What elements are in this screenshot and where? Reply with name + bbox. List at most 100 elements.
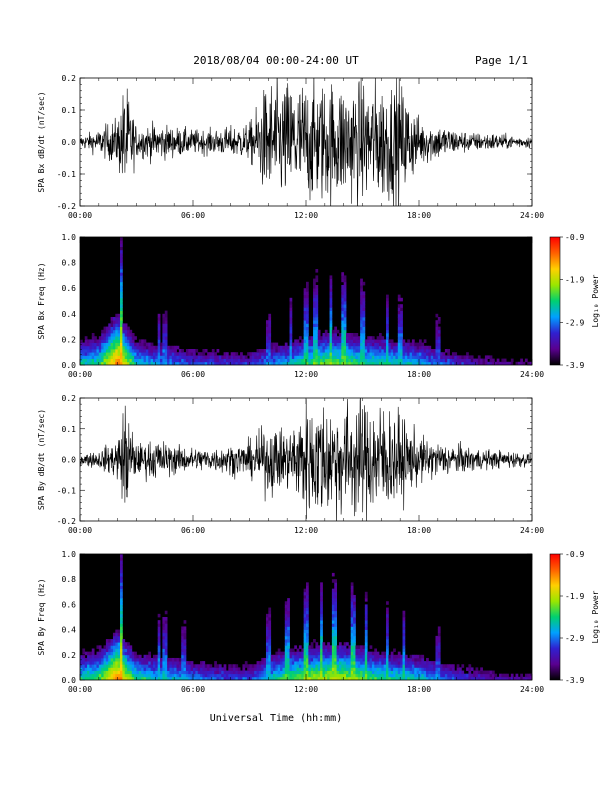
spectrogram-cell bbox=[334, 352, 337, 356]
spectrogram-cell bbox=[235, 676, 239, 680]
spectrogram-cell bbox=[341, 645, 345, 649]
spectrogram-cell bbox=[362, 297, 366, 302]
spectrogram-cell bbox=[162, 667, 166, 671]
spectrogram-cell bbox=[101, 345, 104, 350]
spectrogram-cell bbox=[152, 664, 156, 668]
spectrogram-cell bbox=[334, 342, 337, 347]
spectrogram-cell bbox=[400, 313, 403, 318]
spectrogram-cell bbox=[360, 301, 363, 305]
spectrogram-cell bbox=[468, 358, 472, 363]
spectrogram-cell bbox=[440, 673, 443, 678]
spectrogram-cell bbox=[112, 349, 116, 353]
spectrogram-cell bbox=[360, 278, 363, 283]
spectrogram-cell bbox=[244, 676, 248, 680]
spectrogram-cell bbox=[447, 355, 450, 359]
spectrogram-cell bbox=[306, 301, 309, 305]
spectrogram-cell bbox=[348, 336, 352, 340]
spectrogram-cell bbox=[298, 342, 302, 347]
spectrogram-cell bbox=[289, 352, 293, 356]
spectrogram-cell bbox=[461, 673, 465, 678]
spectrogram-cell bbox=[353, 629, 356, 634]
spectrogram-cell bbox=[115, 667, 119, 671]
spectrogram-cell bbox=[341, 329, 345, 334]
spectrogram-cell bbox=[225, 676, 229, 680]
spectrogram-cell bbox=[334, 626, 337, 630]
x-tick-label: 12:00 bbox=[294, 370, 318, 379]
spectrogram-cell bbox=[240, 358, 243, 363]
spectrogram-cell bbox=[105, 645, 109, 649]
spectrogram-cell bbox=[162, 654, 166, 659]
spectrogram-cell bbox=[270, 345, 274, 350]
spectrogram-cell bbox=[350, 670, 354, 675]
spectrogram-cell bbox=[129, 664, 133, 668]
spectrogram-cell bbox=[294, 676, 297, 680]
spectrogram-cell bbox=[244, 358, 248, 363]
spectrogram-cell bbox=[195, 667, 199, 671]
spectrogram-cell bbox=[218, 673, 222, 678]
spectrogram-cell bbox=[407, 667, 410, 671]
spectrogram-cell bbox=[296, 349, 300, 353]
spectrogram-cell bbox=[503, 358, 507, 363]
spectrogram-cell bbox=[404, 358, 408, 363]
spectrogram-cell bbox=[308, 654, 312, 659]
spectrogram-cell bbox=[331, 645, 335, 649]
spectrogram-cell bbox=[310, 642, 314, 646]
spectrogram-cell bbox=[155, 657, 159, 662]
spectrogram-cell bbox=[360, 304, 363, 308]
spectrogram-cell bbox=[98, 339, 102, 343]
spectrogram-cell bbox=[105, 361, 109, 365]
spectrogram-cell bbox=[167, 352, 170, 356]
spectrogram-cell bbox=[103, 336, 107, 340]
spectrogram-cell bbox=[324, 673, 328, 678]
spectrogram-cell bbox=[466, 667, 469, 671]
spectrogram-cell bbox=[105, 651, 109, 656]
spectrogram-cell bbox=[82, 667, 86, 671]
spectrogram-cell bbox=[449, 664, 453, 668]
spectrogram-cell bbox=[108, 648, 111, 653]
spectrogram-cell bbox=[298, 358, 302, 363]
spectrogram-cell bbox=[176, 661, 180, 665]
spectrogram-cell bbox=[381, 654, 385, 659]
spectrogram-cell bbox=[221, 673, 224, 678]
spectrogram-cell bbox=[214, 667, 217, 671]
figure-title: 2018/08/04 00:00-24:00 UT bbox=[193, 54, 359, 67]
spectrogram-cell bbox=[367, 651, 370, 656]
spectrogram-cell bbox=[120, 307, 123, 311]
spectrogram-cell bbox=[235, 352, 239, 356]
spectrogram-cell bbox=[218, 670, 222, 675]
spectrogram-cell bbox=[360, 664, 363, 668]
spectrogram-cell bbox=[397, 358, 401, 363]
spectrogram-cell bbox=[275, 670, 279, 675]
spectrogram-cell bbox=[426, 667, 429, 671]
spectrogram-cell bbox=[289, 339, 293, 343]
spectrogram-cell bbox=[430, 352, 434, 356]
spectrogram-cell bbox=[141, 339, 144, 343]
spectrogram-cell bbox=[355, 667, 359, 671]
spectrogram-cell bbox=[386, 301, 389, 305]
spectrogram-cell bbox=[115, 339, 119, 343]
spectrogram-cell bbox=[108, 333, 111, 337]
y-tick-label: 0.6 bbox=[62, 284, 77, 293]
spectrogram-cell bbox=[287, 604, 290, 608]
spectrogram-cell bbox=[167, 667, 170, 671]
spectrogram-cell bbox=[397, 326, 401, 331]
spectrogram-cell bbox=[303, 632, 307, 637]
spectrogram-cell bbox=[423, 664, 427, 668]
spectrogram-cell bbox=[369, 355, 373, 359]
spectrogram-cell bbox=[306, 610, 309, 615]
spectrogram-cell bbox=[124, 670, 128, 675]
spectrogram-cell bbox=[386, 667, 389, 671]
spectrogram-cell bbox=[324, 345, 328, 350]
spectrogram-cell bbox=[416, 349, 420, 353]
spectrogram-cell bbox=[350, 654, 354, 659]
spectrogram-cell bbox=[188, 361, 192, 365]
spectrogram-cell bbox=[268, 626, 272, 630]
spectrogram-cell bbox=[268, 349, 272, 353]
spectrogram-cell bbox=[127, 642, 130, 646]
spectrogram-cell bbox=[284, 657, 288, 662]
spectrogram-cell bbox=[115, 673, 119, 678]
spectrogram-cell bbox=[435, 654, 439, 659]
spectrogram-cell bbox=[91, 676, 95, 680]
spectrogram-cell bbox=[343, 673, 347, 678]
spectrogram-cell bbox=[129, 352, 133, 356]
